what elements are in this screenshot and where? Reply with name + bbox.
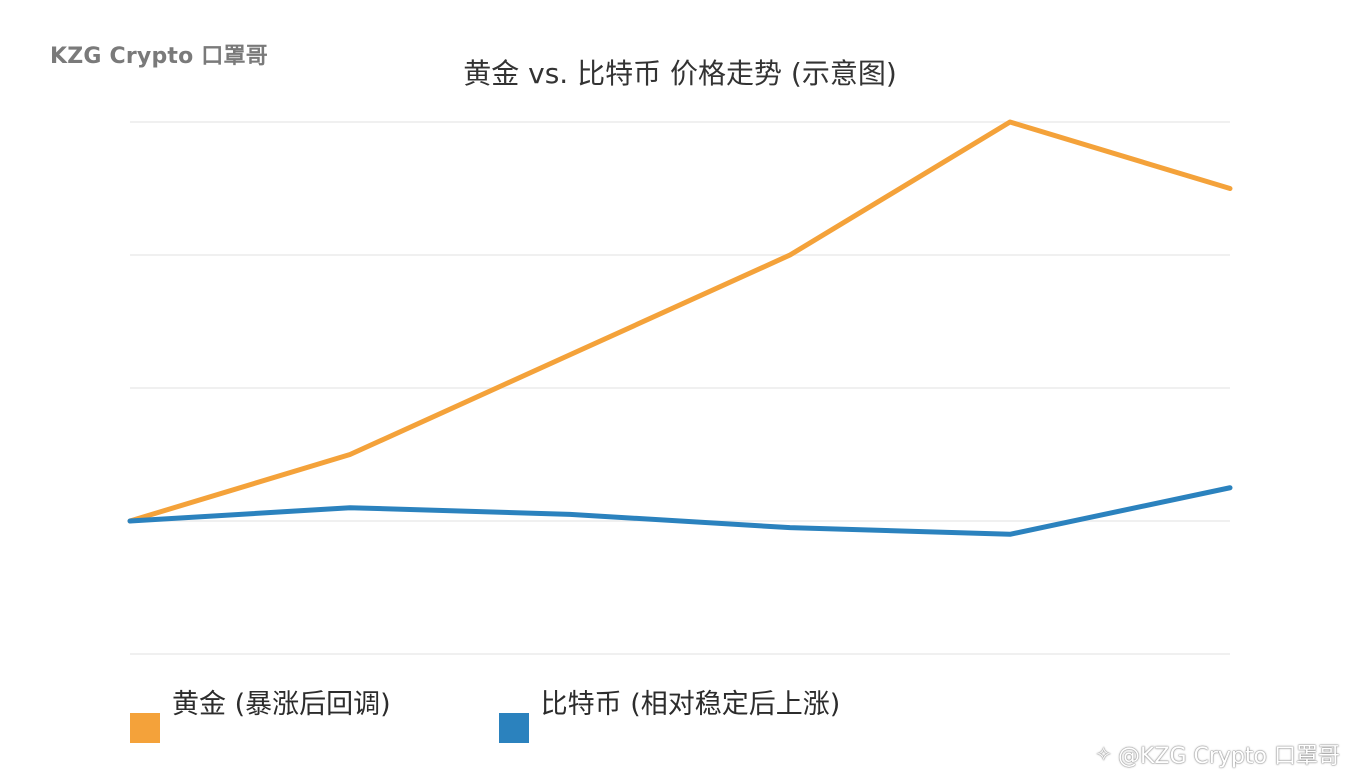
legend-label-gold: 黄金 (暴涨后回调) (172, 689, 391, 720)
legend-label-bitcoin: 比特币 (相对稳定后上涨) (540, 689, 841, 720)
legend-swatch-gold (130, 713, 160, 743)
series-line-gold (127, 119, 1233, 524)
gridlines (130, 121, 1230, 655)
brand-label: KZG Crypto 口罩哥 (50, 44, 268, 69)
legend-item-bitcoin: 比特币 (相对稳定后上涨) (498, 688, 841, 743)
legend-item-gold: 黄金 (暴涨后回调) (130, 688, 391, 743)
diamond-logo-icon: ✧ (1095, 742, 1112, 766)
legend-swatch-bitcoin (498, 713, 529, 743)
series-lines (127, 119, 1233, 537)
watermark-text: @KZG Crypto 口罩哥 (1117, 744, 1340, 769)
legend: 黄金 (暴涨后回调) 比特币 (相对稳定后上涨) (130, 688, 948, 743)
series-line-bitcoin (127, 485, 1233, 537)
watermark: ✧ @KZG Crypto 口罩哥 (1095, 738, 1340, 770)
chart-title: 黄金 vs. 比特币 价格走势 (示意图) (463, 57, 897, 90)
